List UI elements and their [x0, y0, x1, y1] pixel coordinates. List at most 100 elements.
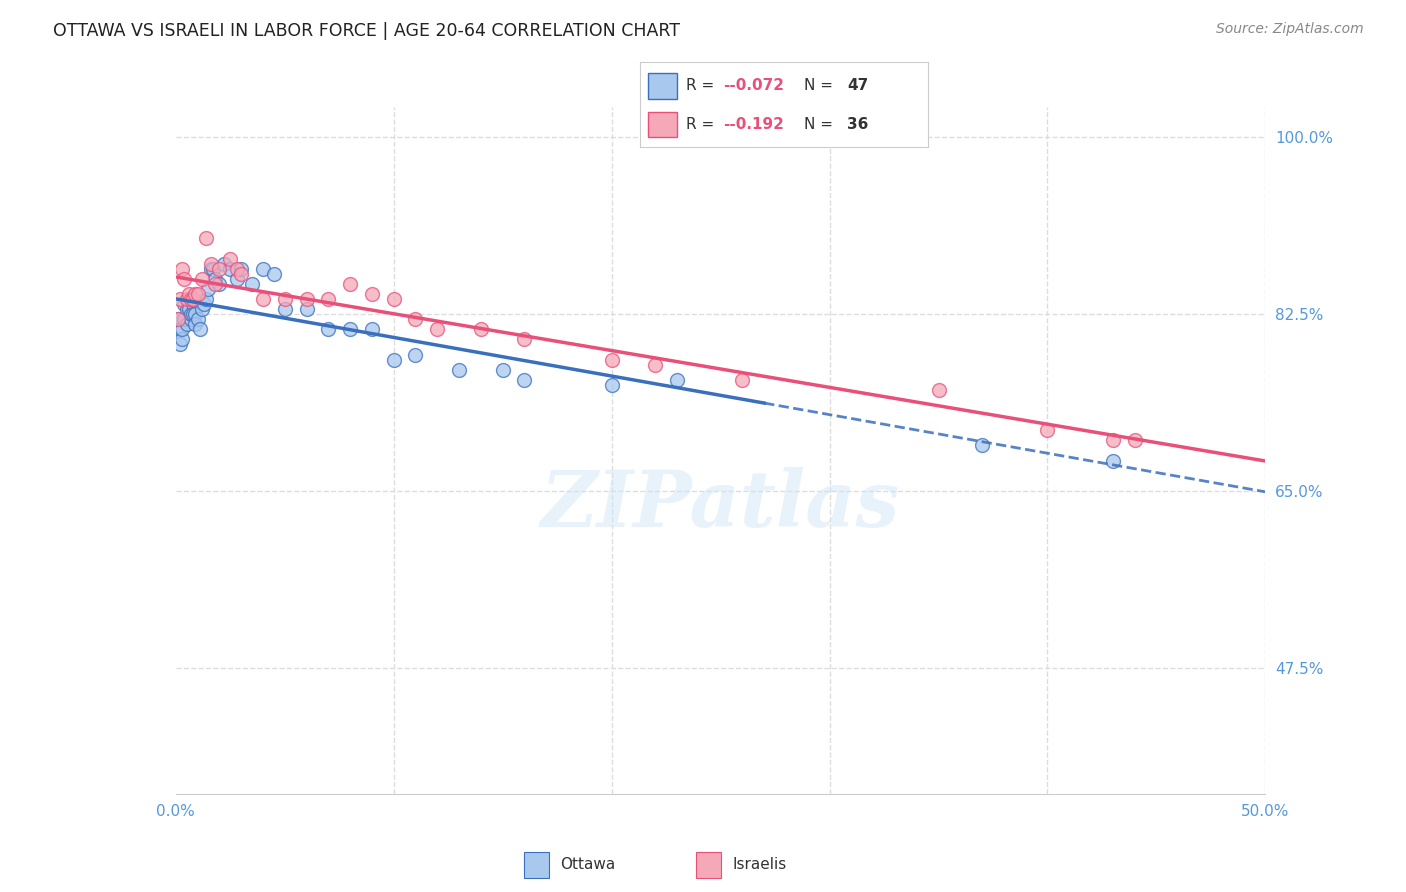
Point [600, 352, 623, 367]
Point [177, 301, 200, 316]
Point [644, 358, 666, 372]
Point [180, 312, 202, 326]
Point [169, 322, 191, 336]
Point [204, 277, 226, 291]
Text: Source: ZipAtlas.com: Source: ZipAtlas.com [1216, 22, 1364, 37]
Point [1102, 434, 1125, 448]
Text: 47: 47 [848, 78, 869, 93]
Point [405, 347, 427, 361]
Point [231, 267, 253, 281]
Point [240, 277, 263, 291]
Point [928, 383, 950, 397]
Point [382, 292, 405, 306]
Point [231, 261, 253, 276]
Point [195, 292, 218, 306]
Text: Israelis: Israelis [733, 857, 786, 871]
Point [184, 317, 207, 331]
Text: N =: N = [804, 117, 838, 132]
Point [184, 286, 207, 301]
Point [173, 271, 195, 285]
Point [169, 337, 191, 351]
Text: R =: R = [686, 117, 718, 132]
FancyBboxPatch shape [524, 853, 550, 878]
Point [176, 317, 198, 331]
Point [212, 257, 235, 271]
Point [181, 292, 204, 306]
Point [600, 377, 623, 392]
Point [225, 261, 247, 276]
Point [176, 301, 198, 316]
Point [318, 322, 340, 336]
Point [731, 373, 754, 387]
Point [208, 261, 231, 276]
Point [492, 362, 515, 376]
Point [167, 312, 190, 326]
Point [200, 257, 222, 271]
FancyBboxPatch shape [648, 73, 678, 99]
Point [193, 297, 215, 311]
Point [382, 352, 405, 367]
Point [295, 301, 318, 316]
Text: ZIPatlas: ZIPatlas [541, 467, 900, 543]
Point [180, 307, 202, 321]
Point [405, 312, 427, 326]
Point [219, 252, 242, 266]
Point [172, 322, 194, 336]
Point [360, 286, 382, 301]
Point [169, 292, 191, 306]
Point [295, 292, 318, 306]
Point [1036, 423, 1059, 437]
Point [188, 322, 211, 336]
Point [225, 271, 247, 285]
Point [173, 297, 195, 311]
Point [172, 332, 194, 346]
Point [204, 271, 226, 285]
Point [426, 322, 449, 336]
Point [219, 261, 242, 276]
Text: OTTAWA VS ISRAELI IN LABOR FORCE | AGE 20-64 CORRELATION CHART: OTTAWA VS ISRAELI IN LABOR FORCE | AGE 2… [53, 22, 681, 40]
Text: N =: N = [804, 78, 838, 93]
Point [186, 312, 209, 326]
Point [197, 282, 219, 296]
Point [1102, 453, 1125, 467]
Point [339, 277, 361, 291]
Point [201, 261, 224, 276]
Point [176, 292, 198, 306]
Point [167, 312, 190, 326]
Point [181, 307, 204, 321]
Point [191, 301, 214, 316]
Point [177, 286, 200, 301]
Point [666, 373, 689, 387]
Point [195, 231, 218, 245]
Point [252, 292, 274, 306]
Point [184, 307, 207, 321]
Point [208, 277, 231, 291]
Point [181, 297, 204, 311]
Point [318, 292, 340, 306]
FancyBboxPatch shape [648, 112, 678, 137]
Point [513, 332, 536, 346]
Point [447, 362, 470, 376]
Point [191, 271, 214, 285]
Point [200, 261, 222, 276]
Point [1123, 434, 1146, 448]
Point [470, 322, 492, 336]
Text: 36: 36 [848, 117, 869, 132]
Point [173, 312, 195, 326]
Point [274, 292, 297, 306]
FancyBboxPatch shape [696, 853, 721, 878]
Point [186, 286, 209, 301]
Text: --0.192: --0.192 [723, 117, 785, 132]
Text: Ottawa: Ottawa [561, 857, 616, 871]
Point [274, 301, 297, 316]
Text: --0.072: --0.072 [723, 78, 785, 93]
Point [513, 373, 536, 387]
Point [172, 261, 194, 276]
Text: R =: R = [686, 78, 718, 93]
Point [360, 322, 382, 336]
Point [180, 292, 202, 306]
Point [970, 438, 993, 452]
Point [263, 267, 285, 281]
Point [252, 261, 274, 276]
Point [339, 322, 361, 336]
